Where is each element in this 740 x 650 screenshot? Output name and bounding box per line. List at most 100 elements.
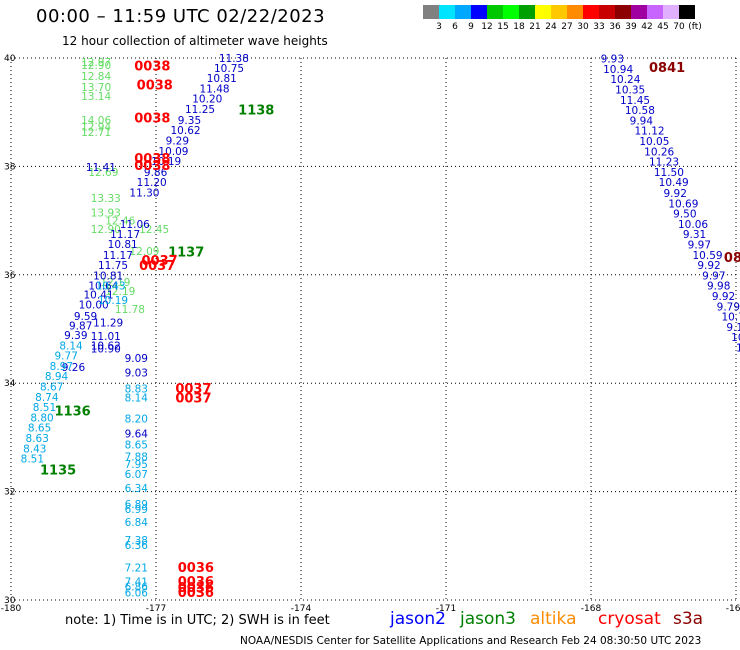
color-scale-tick: 21 bbox=[529, 22, 541, 32]
time-label: 0038 bbox=[134, 112, 170, 127]
wave-height-label: 7.21 bbox=[125, 563, 148, 575]
wave-height-label: 11.41 bbox=[86, 162, 116, 174]
chart-subtitle: 12 hour collection of altimeter wave hei… bbox=[62, 34, 328, 48]
wave-height-label: 10.06 bbox=[678, 219, 708, 231]
color-scale-tick: 24 bbox=[545, 22, 557, 32]
color-scale-swatch bbox=[487, 5, 503, 19]
wave-height-label: 8.63 bbox=[26, 433, 49, 445]
legend-s3a: s3a bbox=[673, 609, 704, 629]
axis-tick-labels: -180 -177 -174 -171 -168 -165 30 32 34 36 38 40 bbox=[1, 54, 740, 614]
wave-height-label: 11.50 bbox=[654, 167, 684, 179]
wave-height-label: 8.51 bbox=[21, 454, 44, 466]
time-label: 0038 bbox=[134, 60, 170, 75]
wave-height-label: 7.38 bbox=[125, 535, 148, 547]
wave-height-label: 11.01 bbox=[91, 331, 121, 343]
color-scale-swatch bbox=[567, 5, 583, 19]
wave-height-label: 9.03 bbox=[125, 367, 148, 379]
wave-height-label: 10.43 bbox=[96, 281, 126, 293]
wave-height-label: 10.35 bbox=[615, 85, 645, 97]
wave-height-label: 11.38 bbox=[219, 53, 249, 65]
time-label: 0038 bbox=[137, 79, 173, 94]
wave-height-label: 10.64 bbox=[88, 281, 118, 293]
wave-height-label: 9.35 bbox=[178, 115, 201, 127]
x-tick-label: -171 bbox=[436, 604, 456, 614]
wave-height-label: 13.70 bbox=[81, 82, 111, 94]
color-scale-swatch bbox=[519, 5, 535, 19]
wave-height-label: 8.43 bbox=[23, 443, 46, 455]
x-tick-label: -168 bbox=[581, 604, 602, 614]
color-scale-tick: 39 bbox=[625, 22, 637, 32]
wave-height-label: 8.94 bbox=[45, 371, 69, 383]
color-scale-swatch bbox=[583, 5, 599, 19]
wave-height-label: 9.86 bbox=[144, 167, 168, 179]
wave-height-label: 8.14 bbox=[125, 392, 149, 404]
wave-height-label: 11.30 bbox=[129, 188, 159, 200]
time-label: 0037 bbox=[142, 254, 178, 269]
time-label: 0036 bbox=[178, 581, 214, 596]
plot-grid bbox=[10, 57, 737, 601]
wave-height-label: 10.19 bbox=[98, 295, 128, 307]
time-label: 1136 bbox=[55, 404, 91, 419]
wave-height-label: 10.31 bbox=[736, 343, 740, 355]
wave-height-label: 11.20 bbox=[137, 177, 167, 189]
time-label: 1137 bbox=[168, 246, 204, 261]
color-scale-tick: 36 bbox=[609, 22, 621, 32]
wave-height-label: 11.45 bbox=[620, 95, 650, 107]
wave-height-label: 11.17 bbox=[103, 250, 133, 262]
wave-height-label: 9.64 bbox=[125, 429, 149, 441]
wave-height-label: 8.51 bbox=[33, 402, 56, 414]
time-label: 0037 bbox=[175, 391, 211, 406]
y-tick-label: 38 bbox=[4, 162, 16, 172]
wave-height-label: 10.49 bbox=[659, 177, 689, 189]
wave-height-label: 11.17 bbox=[110, 229, 140, 241]
color-scale-tick: 12 bbox=[481, 22, 493, 32]
color-scale-swatch bbox=[663, 5, 679, 19]
color-scale-swatch bbox=[455, 5, 471, 19]
wave-height-label: 14.06 bbox=[81, 115, 111, 127]
wave-height-label: 8.20 bbox=[125, 414, 148, 426]
wave-height-label: 9.92 bbox=[664, 188, 687, 200]
wave-height-label: 9.79 bbox=[717, 301, 740, 313]
color-scale-tick: 27 bbox=[561, 22, 573, 32]
wave-height-label: 9.94 bbox=[630, 115, 654, 127]
wave-height-label: 8.83 bbox=[125, 384, 148, 396]
wave-height-label: 12.94 bbox=[81, 121, 111, 133]
wave-height-label: 10.09 bbox=[158, 146, 188, 158]
time-label: 0038 bbox=[134, 152, 170, 167]
color-scale-tick: 3 bbox=[436, 22, 442, 32]
note-text: note: 1) Time is in UTC; 2) SWH is in fe… bbox=[65, 613, 330, 628]
wave-height-label: 10.00 bbox=[79, 300, 109, 312]
wave-height-label: 10.05 bbox=[639, 136, 669, 148]
color-scale-tick: 6 bbox=[452, 22, 458, 32]
x-tick-label: -165 bbox=[726, 604, 740, 614]
wave-height-label: 10.26 bbox=[644, 146, 674, 158]
wave-height-label: 9.50 bbox=[673, 209, 696, 221]
color-scale-swatch bbox=[535, 5, 551, 19]
wave-height-label: 11.12 bbox=[635, 126, 665, 138]
color-scale-swatch bbox=[423, 5, 439, 19]
wave-height-label: 7.41 bbox=[125, 577, 148, 589]
wave-height-label: 11.75 bbox=[98, 260, 128, 272]
wave-height-label: 12.90 bbox=[81, 60, 111, 72]
wave-height-label: 9.59 bbox=[74, 311, 97, 323]
legend-cryosat: cryosat bbox=[598, 609, 661, 629]
wave-height-label: 10.61 bbox=[731, 332, 740, 344]
y-tick-label: 32 bbox=[4, 488, 15, 498]
wave-height-label: 12.69 bbox=[88, 167, 118, 179]
color-scale-swatch bbox=[471, 5, 487, 19]
wave-height-label: 11.25 bbox=[185, 104, 215, 116]
wave-height-label: 9.92 bbox=[712, 291, 735, 303]
wave-height-label: 9.97 bbox=[702, 270, 725, 282]
color-scale-tick: 15 bbox=[497, 22, 509, 32]
wave-height-label: 7.88 bbox=[125, 451, 148, 463]
wave-height-label: 10.24 bbox=[610, 74, 640, 86]
time-label: 0036 bbox=[178, 561, 214, 576]
time-label: 0036 bbox=[178, 575, 214, 590]
color-scale-tick: 33 bbox=[593, 22, 605, 32]
wave-height-label: 8.14 bbox=[59, 340, 83, 352]
color-scale-tick: 42 bbox=[641, 22, 653, 32]
wave-height-label: 9.87 bbox=[69, 320, 92, 332]
color-scale-swatch bbox=[439, 5, 455, 19]
wave-height-label: 10.19 bbox=[151, 156, 181, 168]
wave-height-label: 8.80 bbox=[30, 412, 53, 424]
